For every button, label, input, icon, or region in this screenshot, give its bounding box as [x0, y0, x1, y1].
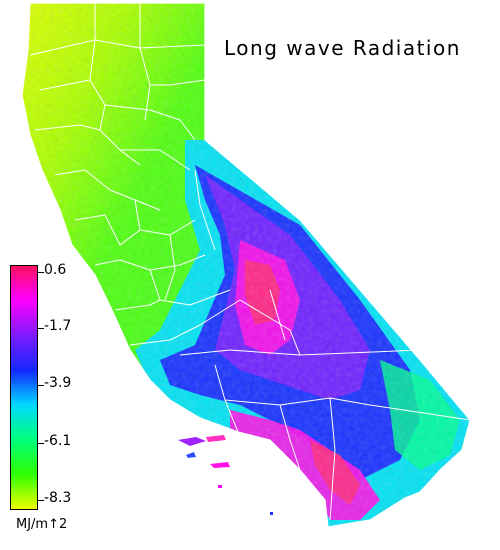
- island-catalina: [210, 462, 230, 468]
- island-small-1: [218, 485, 222, 488]
- channel-islands: [178, 435, 273, 515]
- island-san-clemente: [186, 452, 196, 458]
- legend-tick-mark: [38, 385, 44, 386]
- legend-tick-mark: [38, 328, 44, 329]
- color-scale-bar: [10, 265, 38, 510]
- state-outline: [21, 2, 471, 528]
- island-santa-rosa: [206, 435, 226, 442]
- legend-units: MJ/m↑2: [16, 517, 68, 532]
- legend-tick-4: -6.1: [44, 433, 72, 449]
- legend-tick-min: -8.3: [44, 490, 72, 506]
- island-santa-cruz: [178, 437, 206, 446]
- legend-tick-mark: [38, 443, 44, 444]
- legend-tick-2: -1.7: [44, 318, 72, 334]
- legend-tick-mark: [38, 500, 44, 501]
- legend-tick-3: -3.9: [44, 375, 72, 391]
- map-title: Long wave Radiation: [224, 36, 461, 60]
- island-small-2: [270, 512, 273, 515]
- legend-tick-max: 0.6: [44, 262, 67, 278]
- county-boundaries: [29, 3, 470, 521]
- legend-tick-mark: [38, 272, 44, 273]
